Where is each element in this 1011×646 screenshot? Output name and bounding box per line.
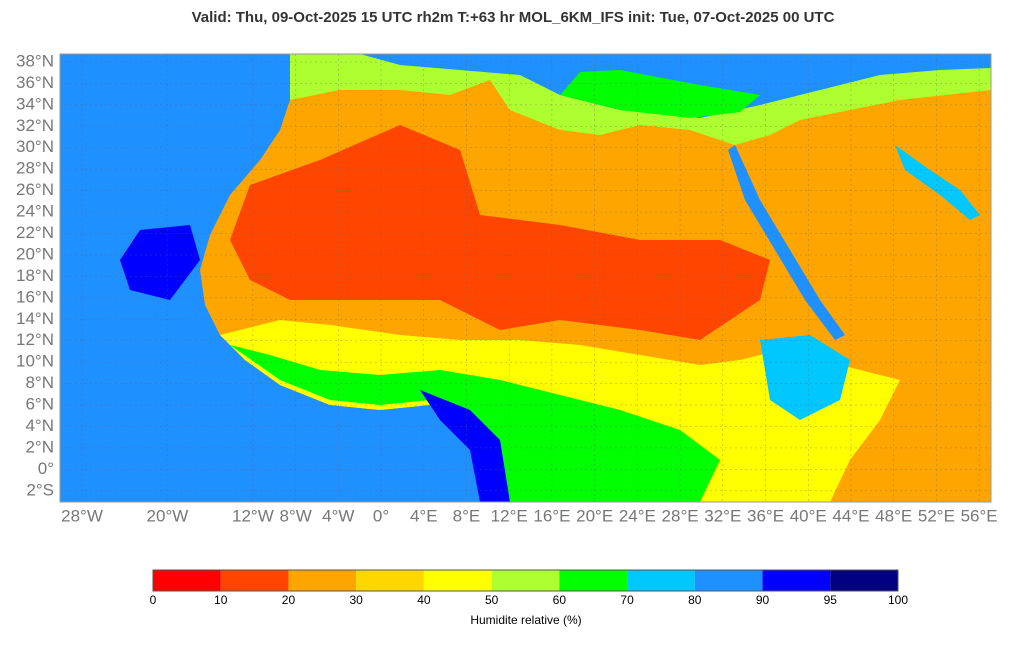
lat-label: 4°N: [25, 416, 54, 435]
colorbar-segment: [220, 570, 289, 591]
lat-label: 2°N: [25, 437, 54, 456]
lon-label: 12°E: [491, 506, 528, 525]
lon-label: 0°: [373, 506, 389, 525]
lat-label: 18°N: [16, 266, 54, 285]
lon-label: 40°E: [790, 506, 827, 525]
lat-label: 16°N: [16, 287, 54, 306]
colorbar-segment: [627, 570, 695, 591]
lon-label: 8°W: [279, 506, 311, 525]
lon-label: 56°E: [961, 506, 998, 525]
grid: [60, 54, 991, 502]
lat-label: 30°N: [16, 137, 54, 156]
colorbar-segment: [694, 570, 763, 591]
lat-label: 0°: [38, 459, 54, 478]
lon-label: 24°E: [619, 506, 656, 525]
lon-label: 28°W: [61, 506, 103, 525]
colorbar-tick-label: 50: [485, 593, 499, 607]
lon-label: 20°E: [576, 506, 613, 525]
colorbar-segment: [288, 570, 357, 591]
colorbar-segment: [559, 570, 628, 591]
colorbar-tick-label: 20: [282, 593, 296, 607]
lat-label: 34°N: [16, 94, 54, 113]
lat-label: 20°N: [16, 244, 54, 263]
lon-label: 44°E: [832, 506, 869, 525]
colorbar-tick-label: 10: [214, 593, 228, 607]
colorbar-tick-label: 100: [888, 593, 908, 607]
lon-label: 4°E: [410, 506, 438, 525]
lat-label: 2°S: [26, 480, 54, 499]
colorbar-tick-label: 70: [620, 593, 634, 607]
colorbar-segment: [830, 570, 898, 591]
colorbar-segment: [491, 570, 560, 591]
lat-label: 38°N: [16, 51, 54, 70]
colorbar-tick-label: 90: [756, 593, 770, 607]
lon-label: 4°W: [322, 506, 354, 525]
lon-label: 32°E: [704, 506, 741, 525]
lat-label: 32°N: [16, 116, 54, 135]
colorbar-frame: [152, 569, 899, 592]
colorbar-segment: [423, 570, 492, 591]
lat-label: 26°N: [16, 180, 54, 199]
lat-label: 28°N: [16, 159, 54, 178]
lat-label: 22°N: [16, 223, 54, 242]
lat-label: 8°N: [25, 373, 54, 392]
lat-label: 24°N: [16, 202, 54, 221]
lon-label: 16°E: [533, 506, 570, 525]
colorbar-tick-label: 30: [350, 593, 364, 607]
lon-label: 48°E: [875, 506, 912, 525]
colorbar-tick-label: 95: [824, 593, 838, 607]
lat-label: 6°N: [25, 395, 54, 414]
colorbar-tick-label: 0: [150, 593, 157, 607]
title: Valid: Thu, 09-Oct-2025 15 UTC rh2m T:+6…: [192, 9, 835, 26]
lat-label: 10°N: [16, 352, 54, 371]
colorbar-tick-label: 60: [553, 593, 567, 607]
lon-label: 36°E: [747, 506, 784, 525]
colorbar-tick-label: 40: [417, 593, 431, 607]
lon-label: 8°E: [453, 506, 481, 525]
lon-label: 20°W: [147, 506, 189, 525]
colorbar-segment: [153, 570, 221, 591]
colorbar-segment: [356, 570, 424, 591]
map-frame: [59, 53, 992, 503]
colorbar-tick-label: 80: [688, 593, 702, 607]
colorbar-segment: [762, 570, 831, 591]
map: [60, 54, 991, 502]
lon-label: 12°W: [232, 506, 274, 525]
lon-label: 52°E: [918, 506, 955, 525]
colorbar-label: Humidite relative (%): [470, 613, 581, 627]
lat-label: 12°N: [16, 330, 54, 349]
lon-label: 28°E: [662, 506, 699, 525]
lat-label: 14°N: [16, 309, 54, 328]
lat-label: 36°N: [16, 73, 54, 92]
